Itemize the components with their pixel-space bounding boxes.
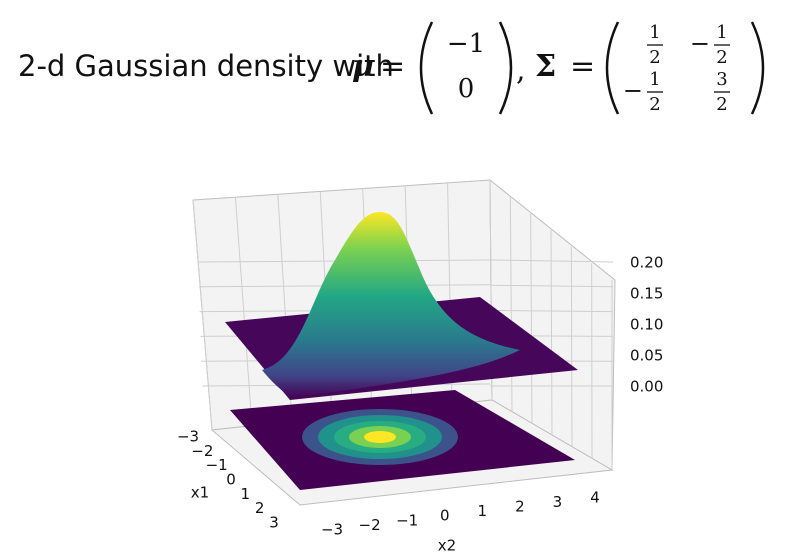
- z-tick-label: 0.05: [630, 347, 663, 365]
- separator: ,: [516, 53, 526, 88]
- title: 2-d Gaussian density with μ = −1 0 , Σ =…: [18, 21, 765, 115]
- grid-line: [570, 246, 573, 447]
- plot: 0.200.150.100.050.00−3 −2 −1 0 1 2 3 4x2−3−2−10…: [177, 178, 663, 554]
- equals: =: [380, 49, 405, 84]
- z-tick-label: 0.20: [630, 254, 663, 272]
- x2-tick-label: −3: [321, 521, 343, 539]
- x1-tick-label: −3: [177, 428, 199, 446]
- denominator: 2: [716, 94, 727, 115]
- x1-tick-label: −1: [206, 456, 228, 474]
- grid-line: [530, 213, 533, 424]
- x1-tick-label: 1: [241, 485, 251, 503]
- numerator: 1: [649, 22, 660, 43]
- x2-tick-label: −1: [396, 511, 418, 529]
- x1-tick-label: 0: [226, 471, 236, 489]
- paren: [605, 21, 620, 115]
- numerator: 1: [716, 22, 727, 43]
- paren: [419, 21, 434, 115]
- mu-entry: −1: [447, 29, 485, 59]
- equals: =: [570, 49, 595, 84]
- sign: −: [623, 77, 643, 105]
- x2-tick-label: 3: [553, 493, 563, 511]
- x2-tick-label: 1: [478, 502, 488, 520]
- grid-line: [192, 199, 213, 431]
- sigma-symbol: Σ: [535, 49, 556, 84]
- z-tick-label: 0.10: [630, 316, 663, 334]
- paren: [498, 21, 513, 115]
- numerator: 1: [649, 69, 660, 90]
- surface-peak: [262, 212, 520, 398]
- paren: [750, 21, 765, 115]
- grid-line: [550, 229, 553, 436]
- z-tick-label: 0.15: [630, 285, 663, 303]
- x1-axis-label: x1: [191, 484, 209, 502]
- x1-tick-label: −2: [191, 442, 213, 460]
- x2-tick-label: 2: [515, 498, 525, 516]
- x2-tick-label: 0: [440, 507, 450, 525]
- contour: [364, 431, 396, 443]
- denominator: 2: [716, 47, 727, 68]
- x2-axis-label: x2: [438, 537, 456, 554]
- sign: −: [690, 30, 710, 58]
- denominator: 2: [649, 47, 660, 68]
- x1-tick-label: 2: [255, 499, 265, 517]
- x2-tick-label: 4: [590, 488, 600, 506]
- z-tick-label: 0.00: [630, 378, 663, 396]
- axis-labels: 0.200.150.100.050.00−3 −2 −1 0 1 2 3 4x2−3−2−10…: [177, 254, 663, 554]
- numerator: 3: [716, 69, 727, 90]
- title-prefix: 2-d Gaussian density with: [18, 49, 394, 83]
- denominator: 2: [649, 94, 660, 115]
- mu-entry: 0: [458, 74, 475, 104]
- mu-symbol: μ: [352, 49, 374, 84]
- x1-tick-label: 3: [269, 514, 279, 532]
- x2-tick-label: −2: [359, 516, 381, 534]
